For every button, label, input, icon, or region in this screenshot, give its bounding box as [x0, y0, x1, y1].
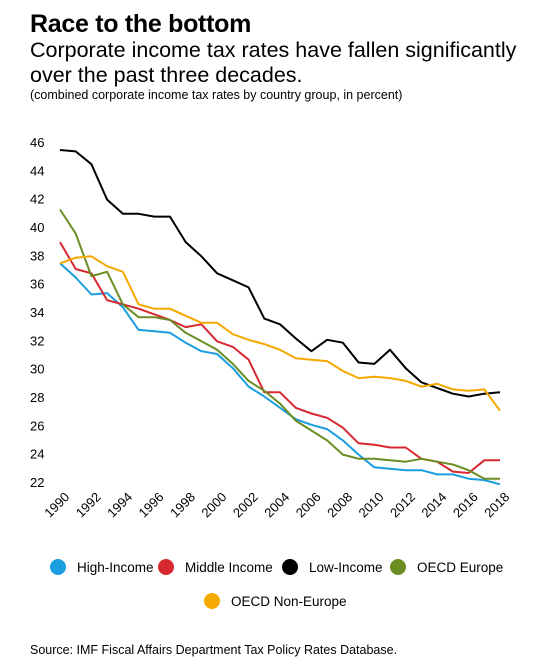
y-tick-label: 30 [30, 362, 44, 377]
legend-label-middle-income: Middle Income [185, 559, 273, 575]
x-tick-label: 2008 [324, 489, 355, 520]
x-tick-label: 1996 [136, 489, 167, 520]
y-tick-label: 40 [30, 220, 44, 235]
y-axis-ticks: 22 24 26 28 30 32 34 36 38 40 42 44 46 [30, 135, 44, 490]
legend-item-high-income: High-Income [50, 559, 154, 575]
y-tick-label: 24 [30, 447, 44, 462]
y-tick-label: 28 [30, 390, 44, 405]
x-tick-label: 2010 [356, 489, 387, 520]
x-tick-label: 1992 [73, 489, 104, 520]
chart-subtitle: Corporate income tax rates have fallen s… [30, 38, 517, 87]
chart-note: (combined corporate income tax rates by … [30, 88, 403, 102]
legend-swatch-oecd-non-europe [204, 593, 220, 609]
x-tick-label: 2018 [481, 489, 512, 520]
source-note: Source: IMF Fiscal Affairs Department Ta… [30, 643, 398, 657]
legend-label-low-income: Low-Income [309, 559, 383, 575]
y-tick-label: 36 [30, 277, 44, 292]
chart-title: Race to the bottom [30, 10, 251, 38]
series-line-high-income [59, 262, 501, 486]
legend-label-oecd-non-europe: OECD Non-Europe [231, 593, 347, 609]
y-tick-label: 42 [30, 192, 44, 207]
y-tick-label: 38 [30, 248, 44, 263]
x-tick-label: 1998 [167, 489, 198, 520]
series-line-low-income [59, 149, 501, 398]
series-lines [59, 149, 501, 486]
legend-label-high-income: High-Income [77, 559, 154, 575]
legend-swatch-middle-income [158, 559, 174, 575]
series-line-oecd-non-europe [59, 255, 501, 412]
legend-item-low-income: Low-Income [282, 559, 383, 575]
legend-item-middle-income: Middle Income [158, 559, 273, 575]
y-tick-label: 34 [30, 305, 44, 320]
legend-item-oecd-non-europe: OECD Non-Europe [204, 593, 347, 609]
legend-swatch-oecd-europe [390, 559, 406, 575]
x-tick-label: 2002 [230, 489, 261, 520]
y-tick-label: 44 [30, 163, 44, 178]
x-tick-label: 2012 [387, 489, 418, 520]
y-tick-label: 22 [30, 475, 44, 490]
x-tick-label: 2014 [418, 489, 449, 520]
series-line-oecd-europe [59, 208, 500, 480]
x-tick-label: 1990 [41, 489, 72, 520]
y-tick-label: 26 [30, 418, 44, 433]
y-tick-label: 46 [30, 135, 44, 150]
x-axis-ticks: 1990 1992 1994 1996 1998 2000 2002 2004 2006 2008… [41, 489, 512, 520]
x-tick-label: 2016 [450, 489, 481, 520]
legend-swatch-low-income [282, 559, 298, 575]
x-tick-label: 2004 [261, 489, 292, 520]
x-tick-label: 2000 [198, 489, 229, 520]
legend-swatch-high-income [50, 559, 66, 575]
legend-label-oecd-europe: OECD Europe [417, 559, 504, 575]
x-tick-label: 1994 [104, 489, 135, 520]
legend-item-oecd-europe: OECD Europe [390, 559, 503, 575]
y-tick-label: 32 [30, 333, 44, 348]
x-tick-label: 2006 [293, 489, 324, 520]
